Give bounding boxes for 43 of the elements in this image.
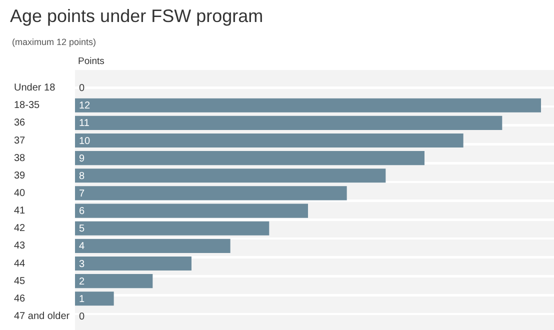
y-tick-label: 18-35 [14,100,40,112]
y-tick-label: 46 [14,293,26,304]
bar [75,256,192,271]
data-label: 3 [79,258,85,270]
bar [75,186,347,200]
bar [75,274,153,288]
bar [75,151,424,166]
data-label: 11 [79,118,90,130]
data-label: 4 [79,241,85,252]
data-label: 0 [79,83,85,94]
data-label: 2 [79,276,85,288]
y-tick-label: 47 and older [14,310,70,322]
data-label: 5 [79,224,85,235]
bar [75,221,270,236]
bar [75,98,541,112]
y-tick-label: 40 [14,188,26,199]
y-tick-label: 41 [14,206,26,217]
bar [75,116,502,130]
x-axis-title: Points [78,56,104,67]
y-tick-label: 36 [14,118,26,129]
data-label: 7 [79,188,85,200]
y-tick-label: 43 [14,240,26,252]
y-tick-label: 38 [14,152,26,164]
y-tick-label: 42 [14,223,26,234]
chart-subtitle: (maximum 12 points) [12,37,96,47]
bar [75,133,464,148]
bar [75,168,386,183]
chart-title: Age points under FSW program [10,6,264,27]
y-tick-label: 37 [14,135,26,146]
y-tick-label: 39 [14,170,26,182]
data-label: 6 [79,206,85,218]
data-label: 8 [79,170,85,182]
y-tick-label: Under 18 [14,82,56,94]
y-tick-label: 45 [14,276,26,287]
data-label: 12 [79,100,91,112]
bar [75,238,230,253]
data-label: 0 [79,311,85,322]
data-label: 10 [79,136,91,147]
data-label: 1 [79,294,85,305]
data-label: 9 [79,153,85,164]
y-tick-label: 44 [14,258,26,270]
bar [75,204,308,218]
bar [75,292,114,306]
